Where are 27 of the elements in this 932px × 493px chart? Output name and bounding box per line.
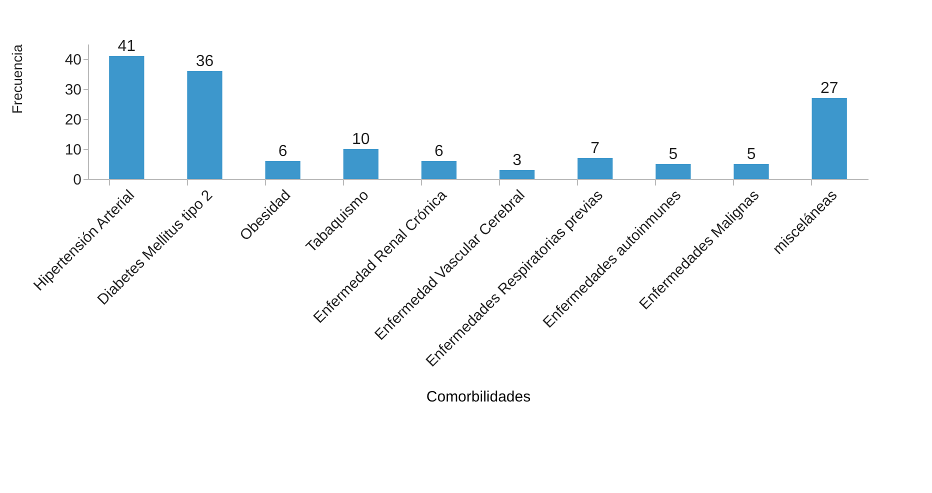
data-label: 6 [434,143,444,160]
bar [499,170,535,179]
bar [656,164,691,179]
data-label: 41 [118,38,136,55]
bar [421,161,457,179]
bar [343,149,378,179]
data-label: 3 [512,152,522,169]
data-label: 10 [352,131,370,148]
data-label: 7 [590,140,600,157]
y-axis-title: Frecuencia [8,44,25,114]
bar [109,56,144,179]
x-axis-title: Comorbilidades [426,388,531,406]
data-label: 6 [278,143,288,160]
y-tick-label: 40 [64,52,82,68]
bar [812,98,847,179]
bar [187,71,222,179]
y-tick-label: 20 [64,112,82,128]
bar [265,161,300,179]
data-label: 5 [746,146,756,163]
bar [734,164,769,179]
y-tick-label: 0 [73,172,82,188]
data-label: 5 [668,146,678,163]
y-tick-label: 30 [64,82,82,98]
data-label: 36 [196,53,214,70]
data-label: 27 [820,80,838,97]
y-tick-label: 10 [64,142,82,158]
bar [578,158,613,179]
